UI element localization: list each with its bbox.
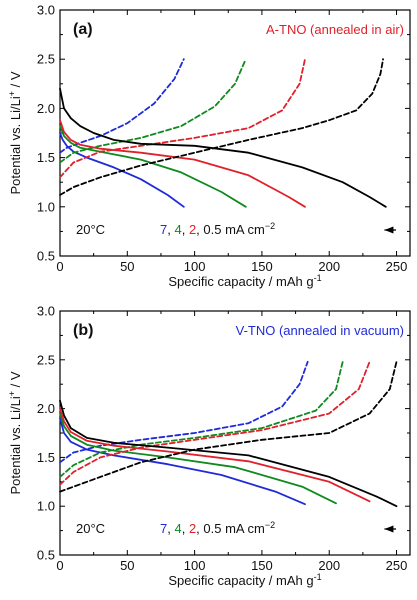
- y-axis-label: Potential vs. Li/Li+ / V: [7, 371, 23, 494]
- y-tick-label: 2.5: [37, 352, 55, 367]
- y-tick-label: 3.0: [37, 3, 55, 18]
- rate-separator: ,: [196, 521, 203, 536]
- series-black-solid: [59, 399, 398, 508]
- series-black-dashed: [59, 58, 385, 196]
- x-axis-label: Specific capacity / mAh g-1: [168, 273, 321, 289]
- rate-value: 2: [189, 222, 196, 237]
- rate-value: 4: [174, 521, 181, 536]
- x-axis-label: Specific capacity / mAh g-1: [168, 572, 321, 588]
- x-tick-label: 150: [251, 259, 273, 274]
- x-tick-label: 50: [120, 558, 134, 573]
- series-red-dashed: [59, 58, 306, 179]
- plot-frame: [59, 9, 411, 257]
- temperature-label: 20°C: [76, 222, 105, 237]
- y-tick-label: 1.5: [37, 150, 55, 165]
- y-axis-label-suffix: / V: [8, 71, 23, 91]
- x-axis-label-text: Specific capacity / mAh g: [168, 274, 313, 289]
- series-green-dashed: [59, 360, 344, 478]
- x-tick-label: 50: [120, 259, 134, 274]
- y-axis-label-text: Potential vs. Li/Li: [8, 396, 23, 494]
- x-tick-label: 250: [386, 259, 408, 274]
- rate-unit-sup: −2: [265, 221, 275, 231]
- rate-separator: ,: [182, 521, 189, 536]
- panel-b: 0 50 100 150 200 250 0.5 1.0 1.5 2.0 2.5 3.0 Specifi…: [7, 304, 411, 588]
- rate-value: 7: [160, 521, 167, 536]
- y-axis-label: Potential vs. Li/Li+ / V: [7, 71, 23, 194]
- x-tick-label: 0: [56, 558, 63, 573]
- rate-value: 7: [160, 222, 167, 237]
- rate-separator: ,: [196, 222, 203, 237]
- x-tick-label: 200: [318, 259, 340, 274]
- panel-label: (a): [73, 21, 93, 38]
- y-tick-label: 2.5: [37, 52, 55, 67]
- y-tick-label: 1.0: [37, 499, 55, 514]
- series-red-dashed: [59, 360, 371, 486]
- series-green-dashed: [59, 58, 247, 164]
- x-tick-label: 250: [386, 558, 408, 573]
- y-axis-label-sup: +: [7, 391, 17, 396]
- y-axis-label-text: Potential vs. Li/Li: [8, 96, 23, 194]
- rate-unit-sup: −2: [265, 520, 275, 530]
- panel-a: 0 50 100 150 200 250 0.5 1.0 1.5 2.0 2.5 3.0 Specifi…: [7, 3, 411, 289]
- y-tick-label: 0.5: [37, 548, 55, 563]
- arrow-head: [384, 525, 394, 533]
- series-black-dashed: [59, 360, 398, 493]
- arrow-head: [384, 226, 394, 234]
- series-blue-solid: [59, 417, 306, 506]
- rate-separator: ,: [182, 222, 189, 237]
- plot-frame: [59, 310, 411, 556]
- x-axis-label-text: Specific capacity / mAh g: [168, 573, 313, 588]
- y-tick-label: 1.5: [37, 450, 55, 465]
- temperature-label: 20°C: [76, 521, 105, 536]
- rate-value: 4: [174, 222, 181, 237]
- series-red-solid: [59, 119, 306, 208]
- x-axis-label-sup: -1: [314, 572, 322, 582]
- panel-title: A-TNO (annealed in air): [266, 22, 404, 37]
- rate-separator: ,: [167, 521, 174, 536]
- x-tick-label: 100: [184, 259, 206, 274]
- y-axis-label-sup: +: [7, 91, 17, 96]
- y-axis-label-suffix: / V: [8, 371, 23, 391]
- rate-value: 0.5 mA cm: [203, 222, 264, 237]
- series-blue-dashed: [59, 58, 185, 154]
- y-tick-label: 0.5: [37, 249, 55, 264]
- y-tick-label: 3.0: [37, 304, 55, 319]
- x-tick-label: 200: [318, 558, 340, 573]
- x-tick-label: 100: [184, 558, 206, 573]
- y-tick-label: 1.0: [37, 199, 55, 214]
- panel-label: (b): [73, 322, 93, 339]
- x-axis-label-sup: -1: [314, 273, 322, 283]
- series-black-solid: [59, 87, 387, 208]
- y-tick-label: 2.0: [37, 401, 55, 416]
- x-tick-label: 150: [251, 558, 273, 573]
- y-tick-label: 2.0: [37, 101, 55, 116]
- series-green-solid: [59, 412, 337, 505]
- x-tick-label: 0: [56, 259, 63, 274]
- rate-value: 2: [189, 521, 196, 536]
- rate-separator: ,: [167, 222, 174, 237]
- rate-label: 7, 4, 2, 0.5 mA cm−2: [160, 221, 275, 237]
- panel-title: V-TNO (annealed in vacuum): [236, 323, 404, 338]
- rate-value: 0.5 mA cm: [203, 521, 264, 536]
- series-red-solid: [59, 407, 371, 503]
- rate-label: 7, 4, 2, 0.5 mA cm−2: [160, 520, 275, 536]
- series-blue-dashed: [59, 360, 309, 464]
